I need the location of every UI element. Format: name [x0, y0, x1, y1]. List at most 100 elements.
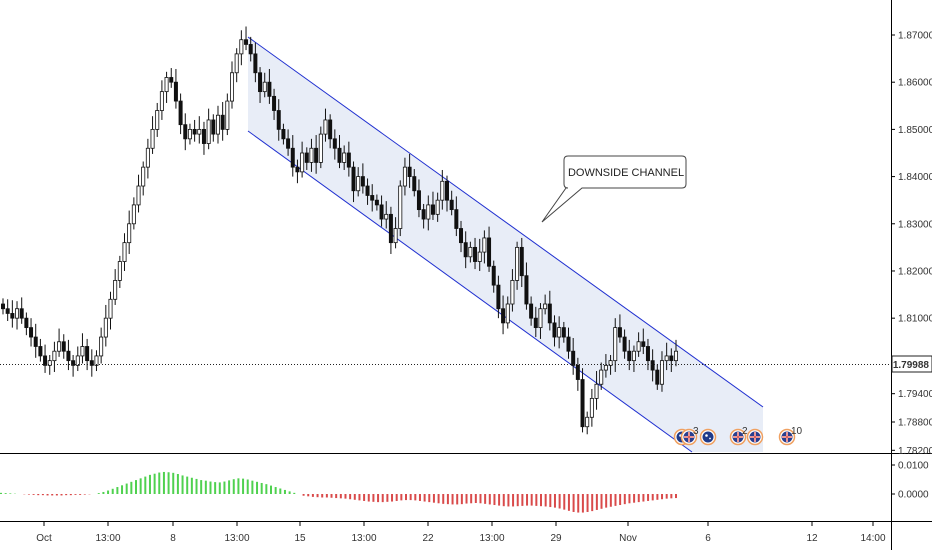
candle[interactable]	[557, 316, 562, 349]
oscillator-axis[interactable]: 0.0100 0.0000	[891, 461, 929, 501]
candle[interactable]	[454, 196, 459, 237]
candle[interactable]	[416, 179, 421, 218]
candle[interactable]	[407, 153, 412, 188]
candle[interactable]	[459, 220, 464, 253]
candle[interactable]	[10, 300, 15, 328]
candle[interactable]	[594, 371, 599, 410]
event-marker[interactable]	[746, 428, 764, 446]
event-marker[interactable]	[699, 428, 717, 446]
candle[interactable]	[159, 80, 164, 120]
candle[interactable]	[262, 72, 267, 98]
candle[interactable]	[477, 238, 482, 271]
candle[interactable]	[187, 123, 192, 145]
candle[interactable]	[421, 203, 426, 229]
candle[interactable]	[113, 269, 118, 305]
candle[interactable]	[169, 68, 174, 88]
candle[interactable]	[309, 138, 314, 172]
candle[interactable]	[47, 354, 52, 375]
candle[interactable]	[286, 129, 291, 156]
candle[interactable]	[463, 231, 468, 269]
event-marker[interactable]: 3	[680, 426, 700, 446]
candle[interactable]	[543, 294, 548, 315]
candle[interactable]	[178, 93, 183, 135]
candle[interactable]	[659, 351, 664, 392]
candle[interactable]	[435, 192, 440, 222]
candle[interactable]	[491, 260, 496, 293]
time-axis[interactable]: Oct 13:00 8 13:00 15 13:00 22 13:00 29 Nov 6 12 14:0…	[36, 521, 886, 544]
candle[interactable]	[575, 357, 580, 391]
candle[interactable]	[5, 299, 10, 322]
candle[interactable]	[295, 159, 300, 184]
candle[interactable]	[80, 333, 85, 364]
candle[interactable]	[374, 194, 379, 211]
candle[interactable]	[440, 169, 445, 210]
candle[interactable]	[608, 354, 613, 375]
annotation-callout[interactable]: DOWNSIDE CHANNEL	[541, 155, 687, 223]
candle[interactable]	[468, 241, 473, 263]
candle[interactable]	[267, 68, 272, 104]
candle[interactable]	[328, 114, 333, 149]
candle[interactable]	[501, 295, 506, 335]
candle[interactable]	[473, 237, 478, 270]
candle[interactable]	[215, 105, 220, 144]
candle[interactable]	[211, 114, 216, 142]
candle[interactable]	[33, 323, 38, 358]
candle[interactable]	[206, 108, 211, 150]
candle[interactable]	[141, 161, 146, 196]
channel-lower-line[interactable]	[247, 130, 693, 453]
event-marker[interactable]: 2	[729, 426, 749, 446]
candle[interactable]	[52, 341, 57, 372]
candle[interactable]	[552, 315, 557, 347]
event-markers[interactable]: 3 2 10	[673, 426, 803, 446]
candle[interactable]	[547, 290, 552, 331]
candle[interactable]	[323, 108, 328, 142]
candle[interactable]	[29, 318, 34, 347]
candle[interactable]	[117, 255, 122, 288]
candle[interactable]	[398, 180, 403, 237]
candle[interactable]	[57, 328, 62, 357]
candle[interactable]	[230, 61, 235, 109]
candle[interactable]	[248, 36, 253, 62]
candle[interactable]	[61, 334, 66, 359]
candle[interactable]	[571, 337, 576, 375]
candle[interactable]	[300, 141, 305, 178]
candle[interactable]	[103, 304, 108, 347]
candle[interactable]	[108, 291, 113, 330]
candle[interactable]	[669, 348, 674, 372]
candle[interactable]	[589, 388, 594, 427]
candle[interactable]	[131, 197, 136, 230]
candle[interactable]	[510, 269, 515, 312]
channel-upper-line[interactable]	[247, 36, 764, 408]
candle[interactable]	[304, 147, 309, 170]
candle[interactable]	[655, 364, 660, 390]
candle[interactable]	[384, 201, 389, 229]
candle[interactable]	[94, 350, 99, 372]
candle[interactable]	[636, 332, 641, 357]
candle[interactable]	[430, 191, 435, 221]
candle[interactable]	[19, 297, 24, 324]
candle[interactable]	[674, 339, 679, 367]
candle[interactable]	[379, 195, 384, 227]
candle[interactable]	[276, 99, 281, 141]
candle[interactable]	[627, 339, 632, 371]
candle[interactable]	[388, 206, 393, 254]
candle[interactable]	[613, 318, 618, 372]
candle[interactable]	[524, 262, 529, 310]
candle[interactable]	[66, 339, 71, 371]
candle[interactable]	[402, 157, 407, 196]
candle[interactable]	[15, 301, 20, 330]
candle[interactable]	[127, 210, 132, 254]
candle[interactable]	[561, 321, 566, 343]
candle[interactable]	[43, 344, 48, 373]
candle[interactable]	[136, 174, 141, 213]
candle[interactable]	[220, 102, 225, 141]
candle[interactable]	[641, 328, 646, 355]
candle[interactable]	[599, 362, 604, 390]
candle[interactable]	[365, 178, 370, 205]
candle[interactable]	[225, 93, 230, 136]
candle[interactable]	[314, 135, 319, 174]
candle[interactable]	[351, 161, 356, 203]
candle[interactable]	[89, 349, 94, 377]
candle[interactable]	[155, 102, 160, 137]
candle[interactable]	[253, 42, 258, 83]
